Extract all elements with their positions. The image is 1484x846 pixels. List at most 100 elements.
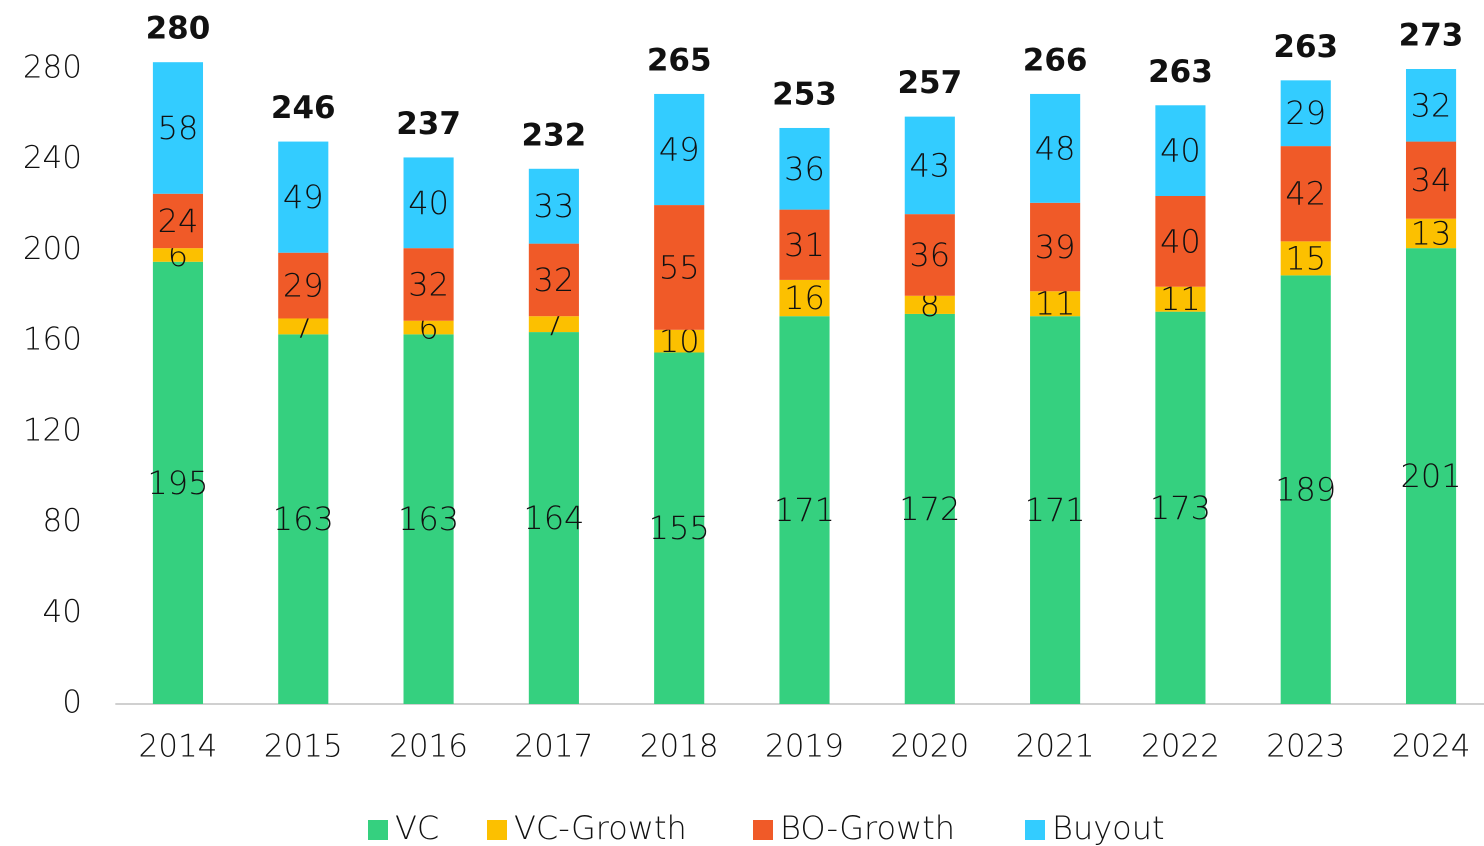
data-label: 173 <box>1150 489 1211 527</box>
data-label: 29 <box>283 267 324 305</box>
bar-segment <box>1155 105 1206 196</box>
bar-segment <box>1155 286 1206 312</box>
y-tick-label: 160 <box>23 322 82 358</box>
bar-segment <box>1405 141 1457 219</box>
y-tick-label: 240 <box>23 140 82 176</box>
data-label: 16 <box>784 279 825 317</box>
bar-segment <box>152 261 204 704</box>
bar-segment <box>904 214 955 296</box>
data-label: 39 <box>1035 228 1076 266</box>
bar-segment <box>1030 93 1081 203</box>
total-label: 266 <box>1023 42 1088 78</box>
data-label: 49 <box>659 131 700 169</box>
legend-swatch <box>368 820 388 840</box>
bar-segment <box>904 313 955 704</box>
bar-segment <box>403 320 454 335</box>
x-tick-label: 2021 <box>1016 729 1095 765</box>
total-label: 273 <box>1399 18 1464 54</box>
x-tick-label: 2015 <box>264 729 343 765</box>
bar-segment <box>1155 196 1206 287</box>
bar-segment <box>904 295 955 314</box>
data-label: 172 <box>899 490 960 528</box>
bar-segment <box>1405 248 1457 705</box>
bar-segment <box>528 332 579 704</box>
data-label: 32 <box>1411 86 1452 124</box>
x-tick-label: 2020 <box>890 729 969 765</box>
bar-segment <box>904 116 955 215</box>
data-label: 36 <box>784 150 825 188</box>
bar-segment <box>152 62 204 194</box>
data-label: 42 <box>1285 175 1326 213</box>
y-tick-label: 80 <box>43 503 82 539</box>
data-label: 155 <box>649 509 710 547</box>
y-tick-label: 280 <box>23 50 82 86</box>
data-label: 195 <box>147 464 208 502</box>
bar-segment <box>1280 80 1331 147</box>
bar-segment <box>528 316 579 333</box>
data-label: 43 <box>909 146 950 184</box>
bar-segment <box>654 329 705 353</box>
data-label: 163 <box>398 500 459 538</box>
total-label: 246 <box>271 90 336 126</box>
data-label: 24 <box>158 202 199 240</box>
bar-segment <box>654 352 705 704</box>
x-tick-label: 2018 <box>640 729 719 765</box>
x-tick-label: 2022 <box>1141 729 1220 765</box>
x-tick-label: 2014 <box>139 729 218 765</box>
bar-segment <box>403 157 454 249</box>
x-tick-label: 2024 <box>1392 729 1471 765</box>
y-tick-label: 40 <box>43 594 82 630</box>
legend-label: VC-Growth <box>514 809 687 846</box>
total-label: 265 <box>647 42 712 78</box>
data-label: 48 <box>1035 129 1076 167</box>
bar-segment <box>1155 311 1206 704</box>
bar-segment <box>278 252 329 319</box>
bar-segment <box>528 168 579 244</box>
data-label: 49 <box>283 178 324 216</box>
y-tick-label: 120 <box>23 412 82 448</box>
data-label: 40 <box>1160 222 1201 260</box>
data-label: 34 <box>1411 161 1452 199</box>
legend-swatch <box>487 820 507 840</box>
x-tick-label: 2023 <box>1266 729 1345 765</box>
data-label: 55 <box>659 248 700 286</box>
bar-segment <box>654 205 705 330</box>
legend-swatch <box>1025 820 1045 840</box>
bar-segment <box>278 318 329 335</box>
bar-segment <box>779 209 830 280</box>
total-label: 280 <box>146 11 211 47</box>
total-label: 263 <box>1148 54 1213 90</box>
x-tick-label: 2016 <box>389 729 468 765</box>
legend-label: Buyout <box>1052 809 1165 846</box>
bar-segment <box>1280 146 1331 242</box>
bar-segment <box>1280 241 1331 276</box>
bar-segment <box>1030 316 1081 704</box>
data-label: 31 <box>784 226 825 264</box>
total-label: 253 <box>772 76 837 112</box>
bar-segment <box>1030 202 1081 292</box>
x-tick-label: 2019 <box>765 729 844 765</box>
total-label: 237 <box>396 106 461 142</box>
bar-segment <box>1030 291 1081 317</box>
bar-segment <box>779 316 830 704</box>
data-label: 29 <box>1285 94 1326 132</box>
data-label: 201 <box>1401 457 1462 495</box>
bar-segment <box>403 248 454 321</box>
bar-segment <box>1405 69 1457 142</box>
data-label: 40 <box>1160 132 1201 170</box>
data-label: 171 <box>774 491 835 529</box>
y-tick-label: 200 <box>23 231 82 267</box>
data-label: 58 <box>158 109 199 147</box>
data-label: 164 <box>523 499 584 537</box>
bar-segment <box>278 141 329 253</box>
data-label: 15 <box>1285 239 1326 277</box>
bar-segment <box>528 243 579 317</box>
data-label: 33 <box>534 187 575 225</box>
x-tick-label: 2017 <box>514 729 593 765</box>
total-label: 263 <box>1273 29 1338 65</box>
total-label: 232 <box>522 117 587 153</box>
bar-segment <box>779 127 830 210</box>
y-tick-label: 0 <box>62 685 82 721</box>
data-label: 13 <box>1411 214 1452 252</box>
